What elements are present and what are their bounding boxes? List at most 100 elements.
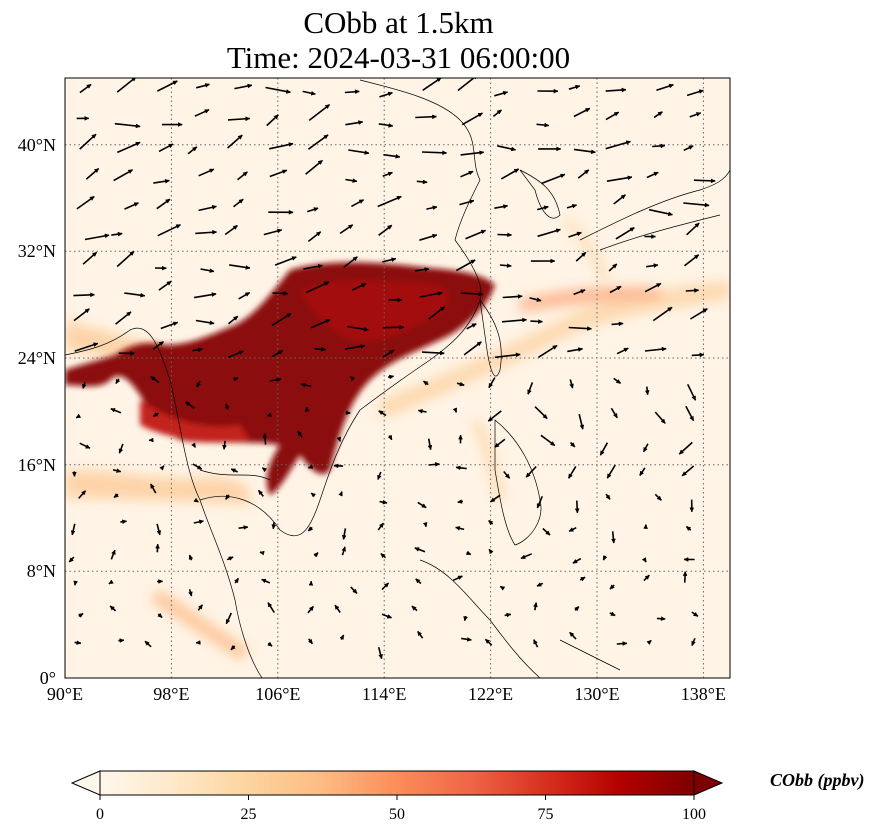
wind-arrow-head [119, 638, 125, 643]
wind-arrow-head [415, 578, 421, 584]
wind-arrow-head [469, 199, 475, 205]
wind-arrow-head [363, 326, 369, 332]
wind-arrow-head [352, 256, 358, 262]
wind-arrow-head [307, 526, 314, 532]
wind-arrow-head [285, 89, 292, 94]
wind-arrow-head [577, 347, 584, 352]
wind-arrow-head [313, 207, 319, 212]
wind-arrow-head [76, 640, 82, 645]
wind-arrow-head [93, 168, 100, 174]
wind-arrow-head [307, 464, 314, 469]
wind-arrow-head [651, 234, 657, 239]
wind-arrow-head [347, 224, 354, 230]
wind-arrow-head [175, 224, 182, 229]
wind-arrow-head [422, 522, 428, 528]
wind-arrow-head [232, 315, 239, 321]
wind-arrow-head [605, 494, 611, 500]
wind-arrow-head [233, 377, 239, 382]
wind-arrow-head [575, 84, 581, 90]
colorbar-tick-label: 100 [682, 806, 706, 823]
wind-arrow-head [661, 346, 667, 352]
wind-arrow-head [476, 341, 482, 347]
wind-arrow-head [395, 153, 401, 159]
colorbar-label: CObb (ppbv) [770, 770, 865, 790]
colorbar-low-extend [70, 770, 101, 796]
wind-arrow-head [162, 265, 167, 271]
wind-arrow-head [414, 547, 420, 552]
wind-arrow-head [468, 170, 474, 176]
wind-arrow-head [378, 522, 384, 528]
wind-arrow-head [435, 462, 441, 467]
wind-arrow-head [361, 283, 367, 288]
wind-arrow-head [177, 122, 183, 127]
wind-arrow-head [81, 383, 87, 390]
wind-arrow-head [245, 116, 251, 122]
wind-arrow-head [276, 228, 283, 234]
wind-arrow-head [552, 345, 558, 350]
wind-arrow-head [683, 557, 689, 562]
wind-arrow-head [150, 483, 155, 489]
wind-arrow-head [225, 494, 231, 500]
wind-arrow-head [271, 524, 277, 530]
wind-arrow-head [653, 263, 659, 268]
wind-arrow-head [166, 280, 172, 286]
wind-arrow-head [609, 584, 615, 590]
wind-arrow-head [129, 251, 135, 256]
wind-arrow-head [417, 630, 423, 637]
wind-arrow-head [399, 325, 405, 330]
lon-tick-label: 130°E [574, 684, 619, 704]
wind-arrow-head [238, 350, 244, 355]
wind-arrow-head [158, 341, 164, 347]
wind-arrow-head [336, 436, 341, 442]
wind-arrow-head [118, 448, 124, 454]
wind-arrow-head [172, 80, 178, 86]
wind-arrow-head [660, 616, 666, 621]
wind-arrow-head [155, 543, 160, 549]
wind-arrow-head [459, 381, 465, 387]
wind-arrow-head [536, 503, 542, 509]
wind-arrow-head [117, 231, 123, 237]
wind-arrow-head [262, 432, 268, 438]
wind-arrow-head [691, 395, 696, 401]
wind-arrow-head [615, 379, 622, 384]
wind-arrow-head [643, 446, 648, 453]
wind-arrow-head [515, 352, 521, 358]
wind-arrow-head [625, 140, 632, 145]
wind-arrow-head [267, 641, 273, 647]
wind-arrow-head [234, 577, 239, 584]
wind-arrow-head [693, 254, 700, 260]
wind-arrow-head [212, 229, 218, 235]
map-frame [64, 77, 731, 679]
wind-arrow-head [84, 116, 90, 121]
coastlines [65, 79, 730, 678]
wind-arrow-head [388, 349, 395, 355]
wind-arrow-head [266, 412, 272, 418]
wind-arrow-head [352, 178, 358, 183]
wind-arrow-head [261, 467, 268, 473]
wind-arrow-head [354, 89, 360, 95]
wind-arrow-head [689, 507, 695, 513]
wind-arrow-head [691, 640, 696, 647]
lon-tick-label: 138°E [681, 684, 726, 704]
wind-arrow-head [479, 150, 485, 156]
wind-arrow-head [457, 499, 463, 504]
wind-arrow-head [321, 346, 327, 352]
lon-tick-label: 90°E [47, 684, 83, 704]
wind-arrow-head [168, 143, 174, 149]
wind-arrow-head [613, 111, 620, 117]
wind-arrow-head [569, 383, 574, 389]
wind-arrow-head [349, 376, 356, 382]
wind-arrow-head [611, 538, 616, 544]
wind-arrow-head [618, 321, 624, 327]
wind-arrow-head [382, 499, 388, 505]
wind-arrow-head [579, 424, 585, 430]
wind-arrow-head [653, 171, 659, 177]
wind-arrow-head [243, 525, 249, 530]
wind-arrow-head [198, 519, 205, 525]
wind-arrow-head [324, 104, 331, 110]
wind-arrow-head [245, 265, 251, 270]
wind-arrow-head [506, 263, 512, 268]
wind-arrow-head [282, 169, 288, 174]
wind-arrow-head [549, 441, 556, 446]
wind-arrow-head [556, 146, 562, 152]
